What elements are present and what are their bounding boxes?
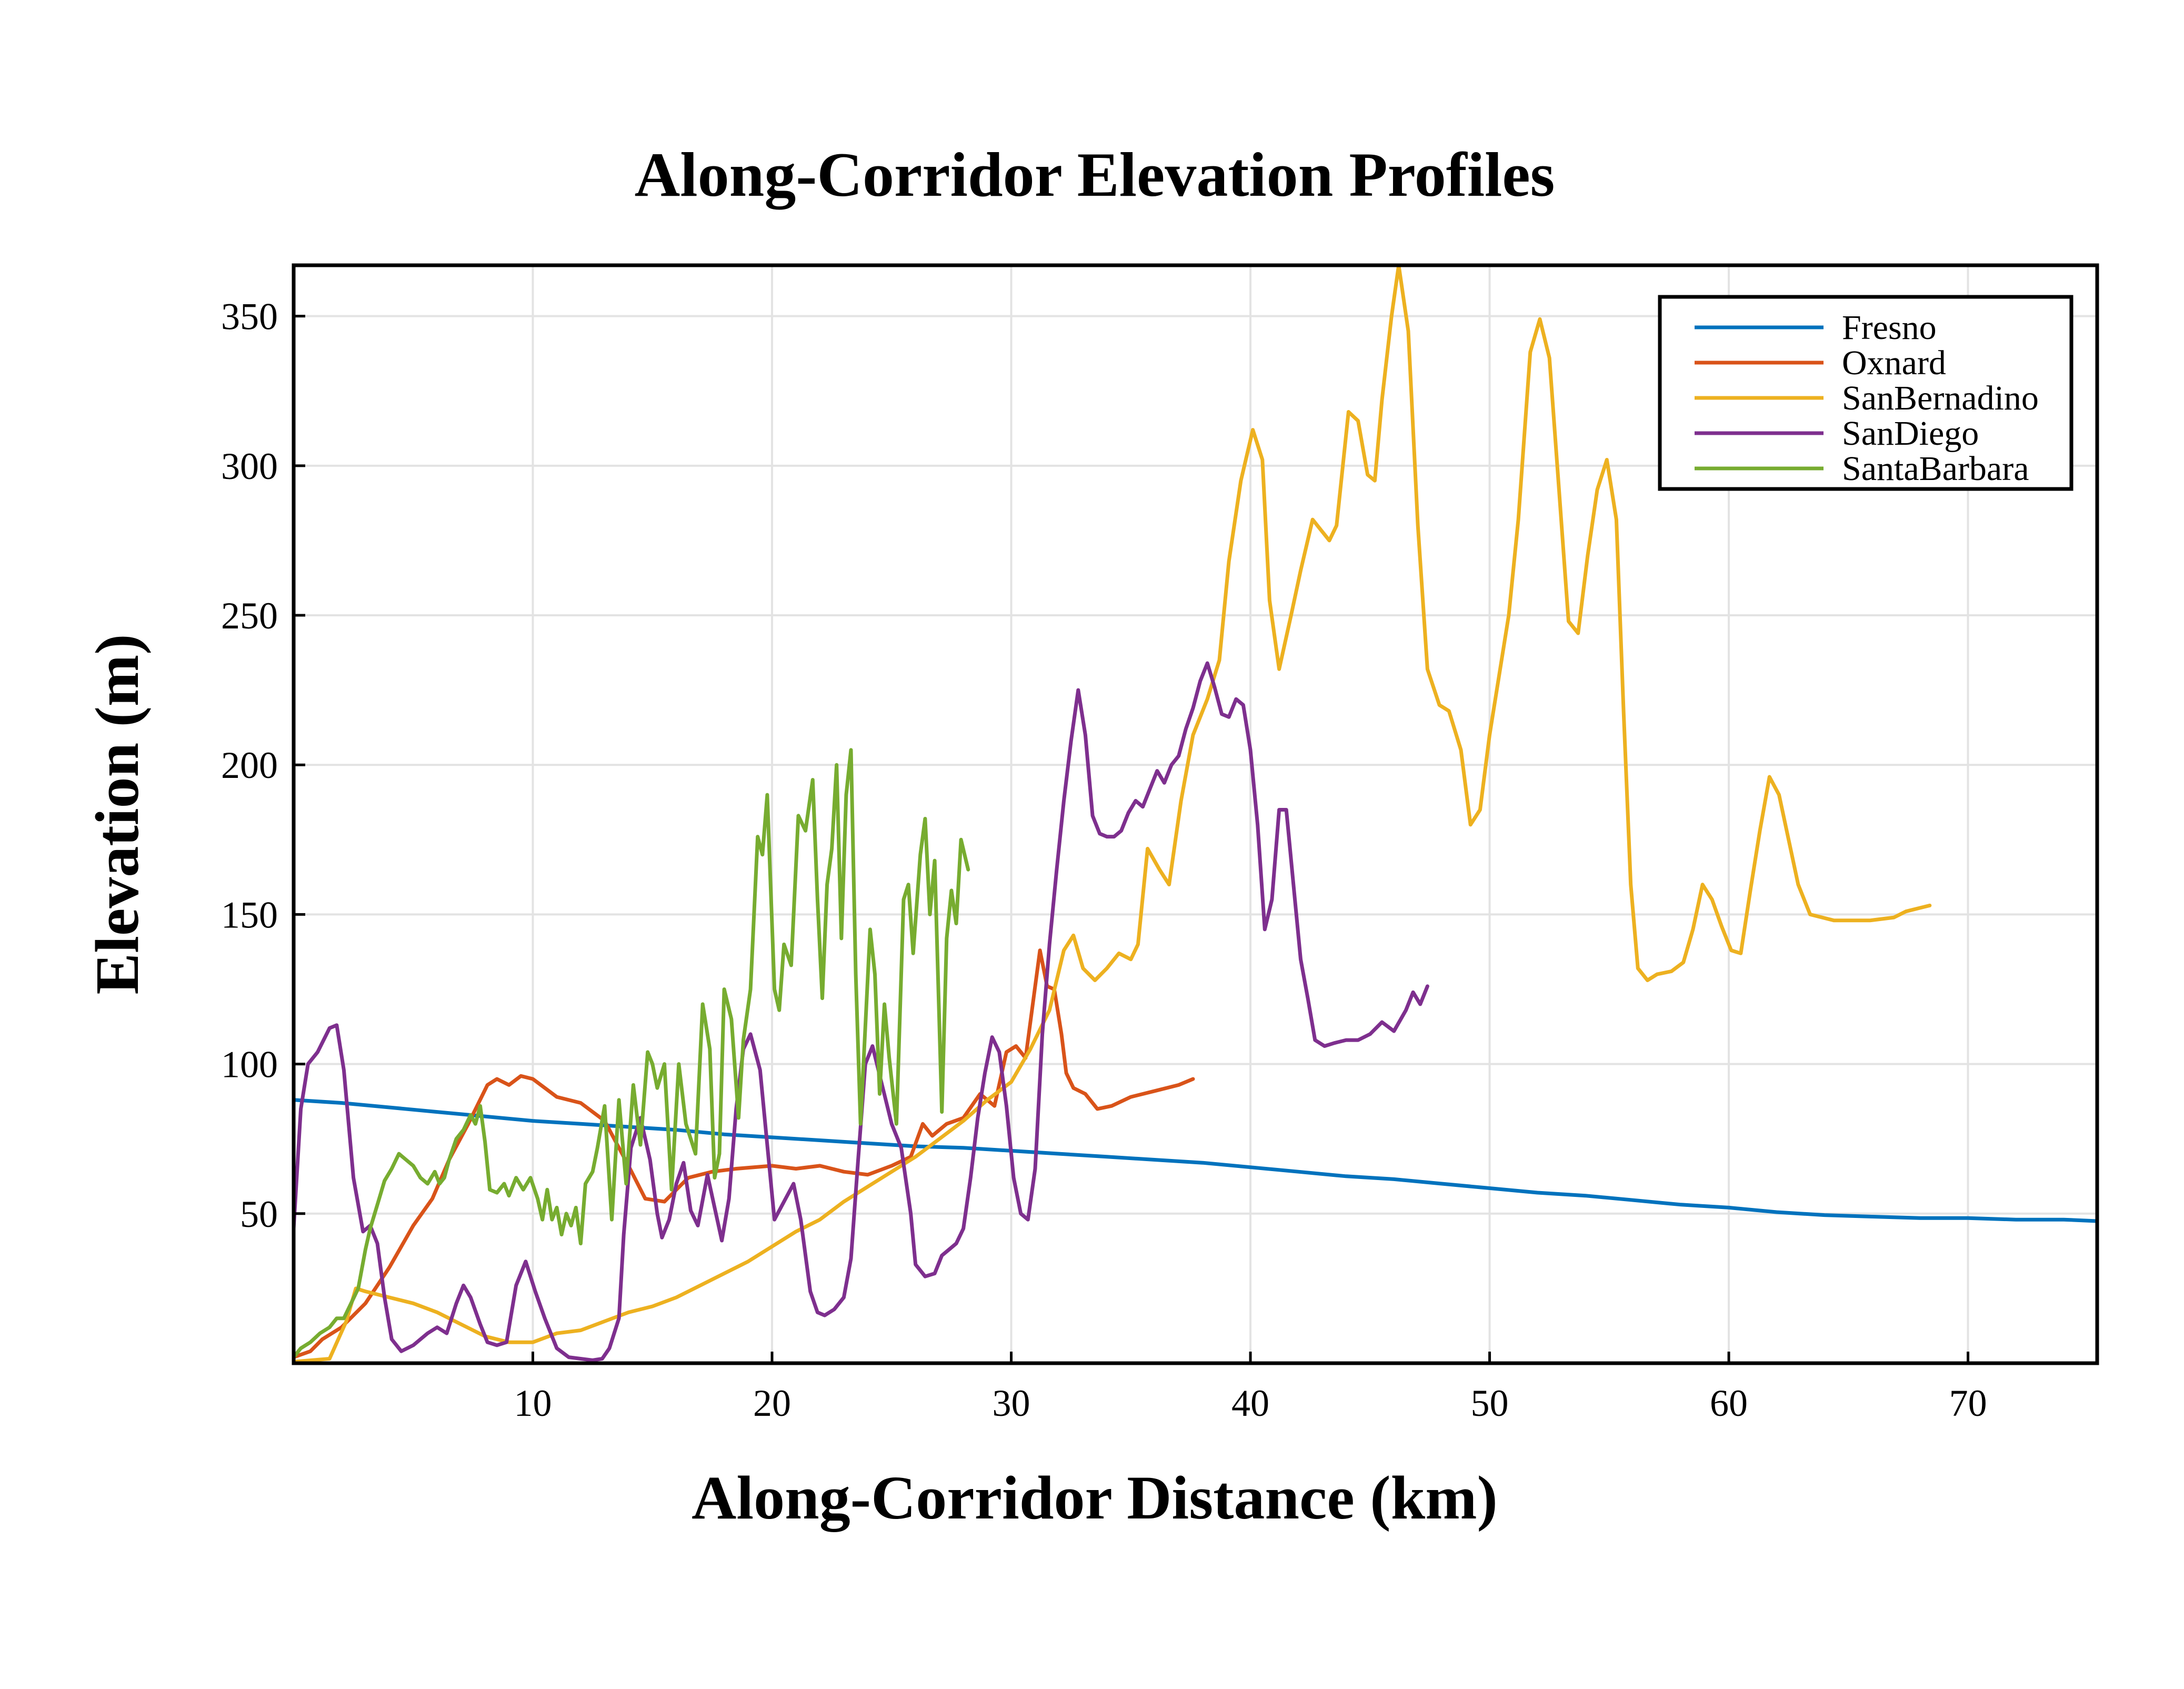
series-line-sanbernadino <box>292 263 1932 1364</box>
x-tick-label: 50 <box>1471 1382 1509 1424</box>
legend-label: SanDiego <box>1842 414 1979 453</box>
x-tick-label: 70 <box>1949 1382 1987 1424</box>
series-line-sandiego <box>292 661 1429 1362</box>
series-line-fresno <box>292 1098 2099 1223</box>
x-tick-label: 40 <box>1231 1382 1269 1424</box>
y-tick-label: 350 <box>221 296 278 338</box>
y-axis-label: Elevation (m) <box>83 634 152 995</box>
series-lines <box>292 263 2099 1364</box>
y-axis-ticks: 50 100 150 200 250 300 350 <box>221 296 305 1235</box>
y-tick-label: 50 <box>240 1193 278 1235</box>
chart-title: Along-Corridor Elevation Profiles <box>635 139 1555 210</box>
y-tick-label: 100 <box>221 1044 278 1086</box>
legend-label: SanBernadino <box>1842 379 2039 417</box>
y-tick-label: 200 <box>221 744 278 786</box>
x-axis-ticks: 10 20 30 40 50 60 70 <box>514 1352 1987 1424</box>
y-tick-label: 250 <box>221 595 278 637</box>
y-tick-label: 300 <box>221 445 278 487</box>
legend: FresnoOxnardSanBernadinoSanDiegoSantaBar… <box>1658 295 2073 491</box>
x-tick-label: 10 <box>514 1382 552 1424</box>
series-line-santabarbara <box>292 748 970 1360</box>
x-tick-label: 30 <box>993 1382 1030 1424</box>
legend-label: SantaBarbara <box>1842 449 2029 488</box>
legend-label: Fresno <box>1842 308 1937 347</box>
plot-frame <box>292 263 2099 1365</box>
x-tick-label: 60 <box>1710 1382 1748 1424</box>
x-tick-label: 20 <box>753 1382 791 1424</box>
x-axis-label: Along-Corridor Distance (km) <box>692 1463 1498 1532</box>
legend-label: Oxnard <box>1842 344 1946 382</box>
y-tick-label: 150 <box>221 894 278 936</box>
